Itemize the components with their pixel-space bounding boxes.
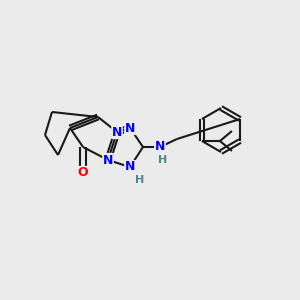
Text: N: N xyxy=(125,122,135,134)
Text: O: O xyxy=(78,167,88,179)
Text: N: N xyxy=(125,160,135,173)
Text: H: H xyxy=(135,175,145,185)
Text: H: H xyxy=(158,155,168,165)
Text: N: N xyxy=(103,154,113,166)
Text: N: N xyxy=(112,125,122,139)
Text: N: N xyxy=(155,140,165,154)
